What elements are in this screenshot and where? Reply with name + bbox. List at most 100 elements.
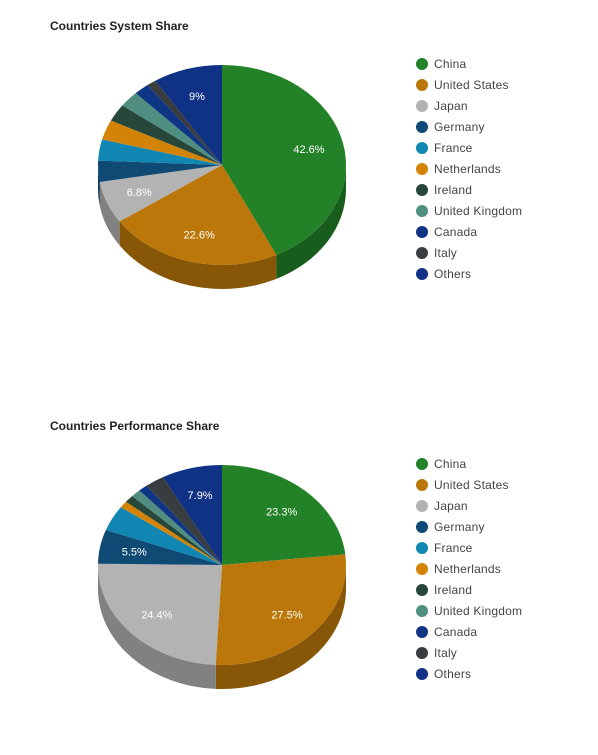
legend-item-italy[interactable]: Italy [416, 242, 522, 263]
legend-swatch [416, 162, 428, 175]
data-label-china: 23.3% [266, 506, 297, 518]
legend-label: France [434, 140, 473, 155]
legend-label: Germany [434, 119, 485, 134]
legend-swatch [416, 141, 428, 154]
pie-slice-others[interactable] [162, 465, 222, 565]
data-label-united-states: 22.6% [184, 230, 215, 242]
legend-swatch [416, 541, 428, 554]
legend-item-france[interactable]: France [416, 537, 522, 558]
legend-item-united-kingdom[interactable]: United Kingdom [416, 600, 522, 621]
legend-item-china[interactable]: China [416, 453, 522, 474]
pie-side-japan [97, 565, 216, 689]
performance-share-panel: Countries Performance Share 23.3% 27.5% 24… [0, 400, 598, 755]
data-label-germany: 5.5% [122, 547, 147, 559]
pie-slice-netherlands[interactable] [120, 501, 222, 565]
legend-item-others[interactable]: Others [416, 263, 522, 284]
legend-item-italy[interactable]: Italy [416, 642, 522, 663]
legend-label: Ireland [434, 182, 473, 197]
legend-item-netherlands[interactable]: Netherlands [416, 158, 522, 179]
pie-slice-others[interactable] [155, 65, 222, 165]
legend-label: Italy [434, 645, 458, 660]
pie-side-united-states [215, 565, 346, 689]
legend-label: United Kingdom [434, 203, 523, 218]
data-label-united-states: 27.5% [271, 609, 302, 621]
pie-slice-italy[interactable] [146, 477, 222, 565]
legend-swatch [416, 120, 428, 133]
legend-item-ireland[interactable]: Ireland [416, 179, 522, 200]
pie-slice-canada[interactable] [139, 485, 222, 565]
pie-slice-china[interactable] [222, 465, 346, 565]
legend-label: Japan [434, 98, 468, 113]
system-share-pie: 42.6% 22.6% 6.8% 9% [97, 65, 346, 289]
data-label-china: 42.6% [293, 144, 324, 156]
legend-label: China [434, 56, 467, 71]
performance-share-pie: 23.3% 27.5% 24.4% 5.5% 7.9% [97, 465, 346, 689]
legend-item-japan[interactable]: Japan [416, 495, 522, 516]
legend-label: China [434, 456, 467, 471]
pie-side-japan [99, 181, 120, 246]
legend-swatch [416, 204, 428, 217]
legend-swatch [416, 57, 428, 70]
pie-side-china [276, 165, 346, 279]
pie-slice-japan[interactable] [99, 165, 222, 222]
legend-item-ireland[interactable]: Ireland [416, 579, 522, 600]
pie-slice-united-states[interactable] [215, 554, 346, 665]
legend-item-france[interactable]: France [416, 137, 522, 158]
legend-item-germany[interactable]: Germany [416, 116, 522, 137]
data-label-others: 7.9% [188, 490, 213, 502]
legend-swatch [416, 646, 428, 659]
pie-slice-united-states[interactable] [119, 165, 277, 265]
pie-slice-italy[interactable] [147, 80, 222, 165]
legend-item-canada[interactable]: Canada [416, 621, 522, 642]
data-label-others: 9% [189, 91, 205, 103]
legend-label: Japan [434, 498, 468, 513]
legend-item-japan[interactable]: Japan [416, 95, 522, 116]
legend-swatch [416, 78, 428, 91]
legend-label: Netherlands [434, 161, 501, 176]
legend-swatch [416, 625, 428, 638]
legend-label: Canada [434, 224, 478, 239]
pie-slice-japan[interactable] [98, 563, 222, 665]
pie-slice-united-kingdom[interactable] [122, 93, 222, 165]
legend-swatch [416, 667, 428, 680]
legend-swatch [416, 267, 428, 280]
legend-label: Others [434, 266, 472, 281]
pie-slice-china[interactable] [222, 65, 346, 255]
pie-slice-netherlands[interactable] [102, 120, 222, 165]
pie-slice-canada[interactable] [135, 84, 222, 165]
chart-legend: China United States Japan Germany France… [416, 453, 522, 684]
data-label-japan: 24.4% [141, 609, 172, 621]
legend-swatch [416, 583, 428, 596]
legend-item-canada[interactable]: Canada [416, 221, 522, 242]
chart-title: Countries Performance Share [50, 419, 220, 433]
pie-slice-germany[interactable] [98, 529, 222, 565]
system-share-panel: Countries System Share 42.6% 22.6% 6.8% 9% … [0, 0, 598, 355]
legend-item-united-states[interactable]: United States [416, 474, 522, 495]
legend-label: Ireland [434, 582, 473, 597]
pie-slice-france[interactable] [98, 139, 222, 165]
data-label-japan: 6.8% [127, 187, 152, 199]
pie-slice-ireland[interactable] [125, 496, 222, 565]
legend-swatch [416, 520, 428, 533]
legend-swatch [416, 604, 428, 617]
chart-title: Countries System Share [50, 19, 189, 33]
legend-swatch [416, 183, 428, 196]
legend-item-united-kingdom[interactable]: United Kingdom [416, 200, 522, 221]
pie-slice-ireland[interactable] [110, 105, 222, 165]
pie-slice-france[interactable] [105, 507, 222, 565]
legend-item-china[interactable]: China [416, 53, 522, 74]
pie-slice-germany[interactable] [97, 160, 222, 182]
pie-slice-united-kingdom[interactable] [132, 490, 222, 565]
legend-item-netherlands[interactable]: Netherlands [416, 558, 522, 579]
legend-item-united-states[interactable]: United States [416, 74, 522, 95]
pie-side-united-states [119, 221, 277, 289]
legend-item-germany[interactable]: Germany [416, 516, 522, 537]
legend-label: Italy [434, 245, 458, 260]
legend-label: France [434, 540, 473, 555]
legend-swatch [416, 499, 428, 512]
legend-label: United Kingdom [434, 603, 523, 618]
legend-item-others[interactable]: Others [416, 663, 522, 684]
legend-swatch [416, 99, 428, 112]
chart-legend: China United States Japan Germany France… [416, 53, 522, 284]
legend-label: United States [434, 477, 509, 492]
